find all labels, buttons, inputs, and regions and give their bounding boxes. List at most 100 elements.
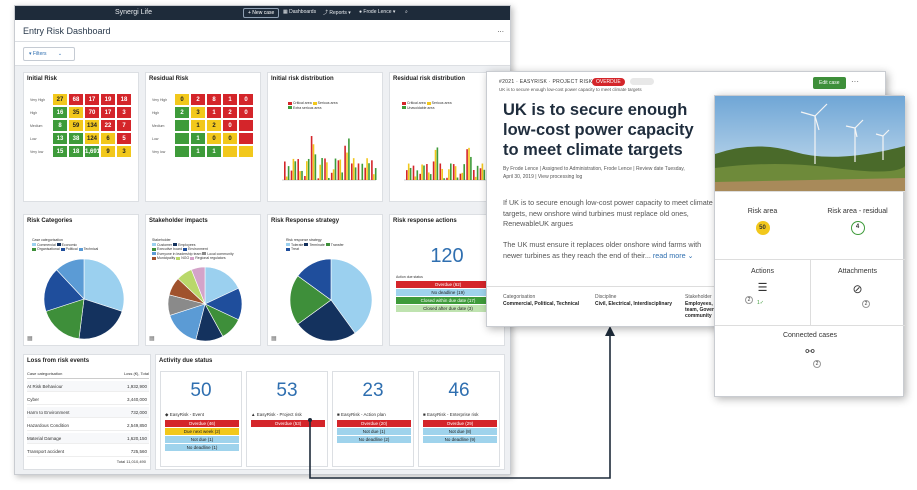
matrix-cell[interactable]: 18 (116, 93, 132, 106)
matrix-cell[interactable]: 124 (84, 132, 100, 145)
pie-slice (190, 267, 206, 305)
activity-status-card[interactable]: 50 ◆ EasyRisk - Event Overdue (46) Due next… (160, 371, 242, 467)
matrix-cell[interactable]: 1 (206, 106, 222, 119)
matrix-cell[interactable]: 1 (190, 119, 206, 132)
matrix-cell[interactable]: 2 (206, 119, 222, 132)
status-bar[interactable]: No deadline (9) (423, 436, 497, 443)
stakeholder-impacts-card[interactable]: Stakeholder impacts Stakeholder Customer… (145, 214, 261, 346)
nav-reports[interactable]: ⤴ Reports ▾ (323, 10, 351, 16)
matrix-cell[interactable]: 2 (190, 93, 206, 106)
matrix-cell[interactable]: 0 (174, 93, 190, 106)
matrix-cell[interactable]: 19 (100, 93, 116, 106)
actions-cell[interactable]: Actions ☰ 2 1✓ (715, 268, 810, 306)
matrix-cell[interactable]: 0 (222, 132, 238, 145)
matrix-cell[interactable]: 18 (68, 145, 84, 158)
matrix-cell[interactable]: 70 (84, 106, 100, 119)
matrix-cell[interactable]: 0 (238, 106, 254, 119)
table-icon[interactable]: ▦ (149, 336, 155, 342)
matrix-cell[interactable]: 9 (100, 145, 116, 158)
matrix-cell[interactable] (238, 132, 254, 145)
matrix-cell[interactable]: 2 (174, 106, 190, 119)
matrix-cell[interactable]: 59 (68, 119, 84, 132)
edit-case-button[interactable]: Edit case (813, 77, 846, 89)
status-bar[interactable]: Not due (1) (165, 436, 239, 443)
matrix-cell[interactable]: 1 (190, 145, 206, 158)
matrix-cell[interactable]: 1 (190, 132, 206, 145)
matrix-cell[interactable]: 7 (116, 119, 132, 132)
residual-risk-card[interactable]: Residual Risk Very High 0 2 8 1 0 High 2 3 1 2 0 Med… (145, 72, 261, 202)
residual-distribution-card[interactable]: Residual risk distribution Critical area… (389, 72, 505, 202)
matrix-cell[interactable]: 6 (100, 132, 116, 145)
attachments-cell[interactable]: Attachments ⊘ 2 (810, 268, 905, 308)
matrix-cell[interactable]: 5 (116, 132, 132, 145)
matrix-cell[interactable]: 15 (52, 145, 68, 158)
more-menu-icon[interactable]: ... (497, 25, 504, 34)
more-menu-icon[interactable]: ··· (851, 77, 859, 86)
matrix-cell[interactable]: 8 (206, 93, 222, 106)
read-more-link[interactable]: read more (652, 250, 686, 260)
activity-status-card[interactable]: 53 ▲ EasyRisk - Project risk Overdue (53) (246, 371, 328, 467)
matrix-cell[interactable]: 0 (238, 93, 254, 106)
status-bar[interactable]: No deadline (2) (337, 436, 411, 443)
matrix-cell[interactable]: 27 (52, 93, 68, 106)
matrix-cell[interactable]: 3 (116, 106, 132, 119)
response-actions-title: Risk response actions (393, 218, 457, 224)
status-bar[interactable]: Not due (8) (423, 428, 497, 435)
status-bar[interactable]: Overdue (20) (337, 420, 411, 427)
risk-categories-pie (44, 259, 124, 339)
matrix-cell[interactable] (174, 119, 190, 132)
risk-residual-cell[interactable]: Risk area - residual 4 (810, 208, 905, 235)
status-bar[interactable]: Overdue (29) (423, 420, 497, 427)
status-bar[interactable]: No deadline (1) (165, 444, 239, 451)
matrix-cell[interactable]: 16 (52, 106, 68, 119)
nav-dashboards[interactable]: ▦ Dashboards (283, 9, 317, 15)
nav-user[interactable]: ● Frode Lence ▾ (359, 9, 396, 15)
case-meta-line[interactable]: April 30, 2019 | View processing log (503, 174, 583, 180)
risk-categories-card[interactable]: Risk Categories Case categorisation Comm… (23, 214, 139, 346)
pie-slice (56, 259, 85, 300)
new-case-button[interactable]: + New case (243, 8, 280, 18)
matrix-cell[interactable]: 35 (68, 106, 84, 119)
matrix-cell[interactable]: 134 (84, 119, 100, 132)
initial-distribution-card[interactable]: Initial risk distribution Critical area … (267, 72, 383, 202)
matrix-cell[interactable]: 17 (84, 93, 100, 106)
matrix-cell[interactable]: 13 (52, 132, 68, 145)
matrix-cell[interactable]: 17 (100, 106, 116, 119)
status-bar-no-deadline[interactable]: No deadline (19) (396, 289, 500, 296)
matrix-cell[interactable] (174, 145, 190, 158)
activity-status-card[interactable]: 46 ■ EasyRisk - Enterprise risk Overdue (2… (418, 371, 500, 467)
matrix-cell[interactable]: 0 (222, 119, 238, 132)
status-bar-closed-after[interactable]: Closed after due date (3) (396, 305, 500, 312)
matrix-cell[interactable]: 1 (222, 93, 238, 106)
status-bar[interactable]: Overdue (46) (165, 420, 239, 427)
status-bar[interactable]: Due next week (2) (165, 428, 239, 435)
table-icon[interactable]: ▦ (27, 336, 33, 342)
matrix-cell[interactable] (238, 119, 254, 132)
activity-status-card[interactable]: 23 ■ EasyRisk - Action plan Overdue (20) No… (332, 371, 414, 467)
matrix-cell[interactable]: 8 (52, 119, 68, 132)
matrix-cell[interactable] (238, 145, 254, 158)
matrix-cell[interactable]: 0 (206, 132, 222, 145)
matrix-cell[interactable]: 68 (68, 93, 84, 106)
matrix-cell[interactable]: 22 (100, 119, 116, 132)
connected-cases-cell[interactable]: Connected cases ⚯ 2 (715, 332, 905, 368)
matrix-cell[interactable] (222, 145, 238, 158)
response-actions-card[interactable]: Risk response actions 120 Action due sta… (389, 214, 505, 346)
matrix-cell[interactable] (174, 132, 190, 145)
matrix-cell[interactable]: 3 (116, 145, 132, 158)
matrix-cell[interactable]: 3 (190, 106, 206, 119)
response-strategy-card[interactable]: Risk Response strategy Risk response str… (267, 214, 383, 346)
initial-risk-card[interactable]: Initial Risk Very High 27 68 17 19 18 High 16 35… (23, 72, 139, 202)
matrix-cell[interactable]: 1 (206, 145, 222, 158)
search-icon[interactable]: ⌕ (405, 9, 408, 15)
status-bar[interactable]: Overdue (53) (251, 420, 325, 427)
status-bar-closed-within[interactable]: Closed within due date (17) (396, 297, 500, 304)
status-bar-overdue[interactable]: Overdue (62) (396, 281, 500, 288)
status-bar[interactable]: Not due (1) (337, 428, 411, 435)
table-icon[interactable]: ▦ (271, 336, 277, 342)
matrix-cell[interactable]: 1,691 (84, 145, 100, 158)
filters-button[interactable]: ▾ Filters ⌄ (23, 47, 75, 61)
matrix-cell[interactable]: 38 (68, 132, 84, 145)
matrix-cell[interactable]: 2 (222, 106, 238, 119)
risk-area-cell[interactable]: Risk area 50 (715, 208, 810, 235)
